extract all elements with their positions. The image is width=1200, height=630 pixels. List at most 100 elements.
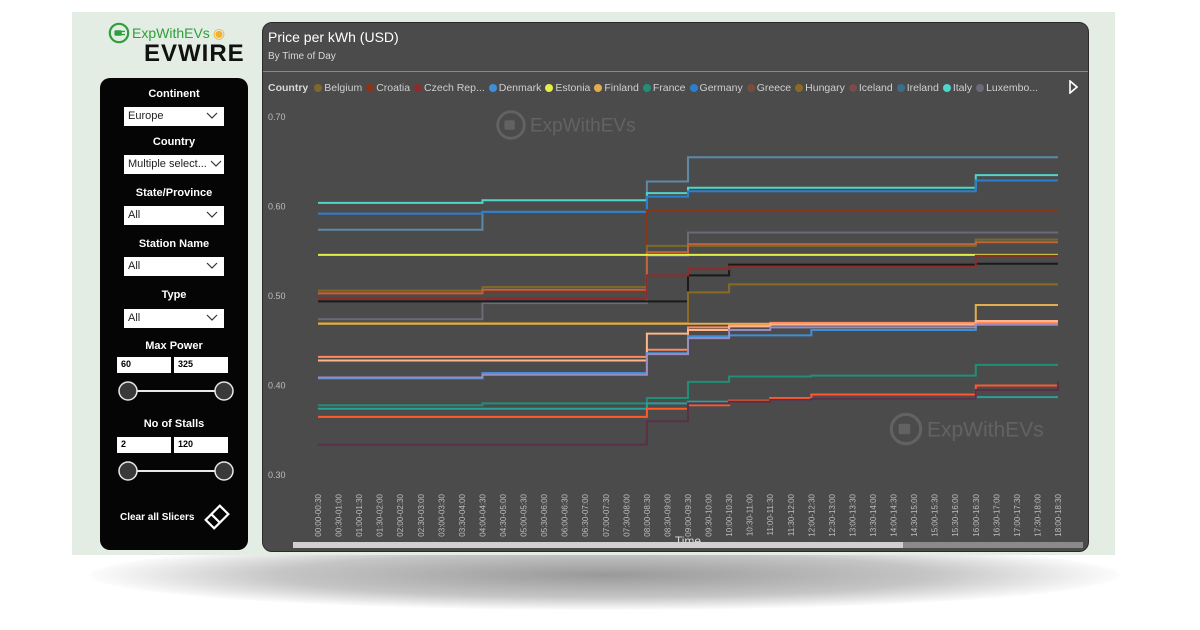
legend-swatch [689,84,698,92]
x-tick-label: 08:00-08:30 [643,493,652,536]
legend-next-icon[interactable] [1068,80,1078,94]
x-tick-label: 00:00-00:30 [314,493,323,536]
watermark-text: ExpWithEVs [530,116,636,137]
series-line[interactable] [318,381,1059,446]
legend-label: Belgium [324,82,363,94]
x-tick-label: 09:00-09:30 [684,493,693,536]
state-dropdown[interactable]: All [124,206,224,225]
continent-dropdown[interactable]: Europe [124,107,224,126]
x-tick-label: 17:30-18:00 [1033,493,1042,536]
legend-swatch [414,84,423,92]
x-tick-label: 06:00-06:30 [561,493,570,536]
station-value: All [128,260,141,272]
legend-label: Iceland [858,82,893,94]
series-line[interactable] [318,320,1058,362]
country-label: Country [152,136,196,148]
legend-title: Country [268,82,309,94]
legend-item[interactable]: Hungary [795,82,845,94]
legend-item[interactable]: Finland [594,82,639,94]
watermark: ExpWithEVs [496,110,636,140]
x-tick-label: 18:00-18:30 [1054,493,1063,536]
series-line[interactable] [318,321,1058,358]
x-tick-label: 11:30-12:00 [787,493,796,536]
series-line[interactable] [318,156,1058,231]
legend-item[interactable]: Germany [689,82,743,94]
chevron-down-icon [210,160,222,167]
eraser-icon[interactable] [202,502,232,532]
type-value: All [128,312,141,324]
x-tick-label: 02:00-02:30 [396,493,405,536]
legend-label: Croatia [376,82,411,94]
country-dropdown[interactable]: Multiple select... [124,155,224,174]
slicer-panel: Continent Europe Country Multiple select… [100,78,248,550]
x-tick-label: 03:30-04:00 [458,493,467,536]
legend-item[interactable]: France [642,82,686,94]
brand-logo: ExpWithEVs ◉ EVWIRE [108,22,248,78]
scrollbar-thumb[interactable] [293,542,903,548]
x-tick-label: 13:00-13:30 [848,493,857,536]
brand-name: ExpWithEVs [132,25,210,41]
type-dropdown[interactable]: All [124,309,224,328]
station-dropdown[interactable]: All [124,257,224,276]
x-tick-label: 01:00-01:30 [355,493,364,536]
legend-item[interactable]: Luxembo... [976,82,1038,94]
series-line[interactable] [318,241,1058,295]
chart-legend[interactable]: Country Belgium Croatia Czech Rep... Denmar… [268,81,1058,95]
country-value: Multiple select... [128,158,207,170]
stalls-label: No of Stalls [143,418,205,430]
series-line[interactable] [318,363,1058,407]
max-power-min-input[interactable]: 60 [117,357,171,373]
legend-item[interactable]: Belgium [314,82,362,94]
series-line[interactable] [318,254,1058,300]
x-tick-label: 16:30-17:00 [992,493,1001,536]
legend-label: Denmark [498,82,542,94]
x-tick-label: 15:30-16:00 [951,493,960,536]
type-label: Type [161,289,187,301]
legend-item[interactable]: Ireland [896,82,939,94]
x-tick-label: 14:00-14:30 [890,493,899,536]
watermark: ExpWithEVs [889,412,1044,446]
clear-slicers-button[interactable]: Clear all Slicers [120,512,195,523]
series-line[interactable] [318,262,1058,303]
legend-item[interactable]: Estonia [545,82,590,94]
series-line[interactable] [318,323,1058,379]
y-tick-label: 0.60 [268,202,286,212]
series-line[interactable] [318,238,1058,292]
chevron-down-icon [206,112,218,119]
series-line[interactable] [318,179,1058,215]
legend-label: Hungary [805,82,845,94]
chart-panel: Price per kWh (USD) By Time of Day Count… [262,22,1089,552]
legend-item[interactable]: Italy [942,82,972,94]
legend-label: Czech Rep... [424,82,485,94]
continent-value: Europe [128,110,164,122]
brand-product: EVWIRE [144,40,245,67]
max-power-slider[interactable] [118,379,234,403]
x-tick-label: 02:30-03:00 [417,493,426,536]
slider-handle-min [118,381,138,401]
watermark-text: ExpWithEVs [927,418,1044,441]
max-power-label: Max Power [145,340,203,352]
series-line[interactable] [318,384,1058,418]
x-tick-label: 06:30-07:00 [581,493,590,536]
stalls-min-input[interactable]: 2 [117,437,171,453]
legend-swatch [366,84,375,92]
max-power-max-input[interactable]: 325 [174,357,228,373]
x-tick-label: 12:30-13:00 [828,493,837,536]
legend-item[interactable]: Czech Rep... [414,82,485,94]
x-tick-label: 07:30-08:00 [622,493,631,536]
x-tick-label: 15:00-15:30 [931,493,940,536]
y-tick-label: 0.30 [268,470,286,480]
stalls-slider[interactable] [118,459,234,483]
line-chart: ExpWithEVs ExpWithEVs 0.70 0.60 0.50 0.40 0.30… [268,110,1083,548]
legend-label: Estonia [555,82,591,94]
x-tick-label: 03:00-03:30 [437,493,446,536]
legend-item[interactable]: Greece [746,82,791,94]
y-tick-label: 0.40 [268,381,286,391]
x-tick-label: 14:30-15:00 [910,493,919,536]
legend-item[interactable]: Denmark [488,82,542,94]
stalls-max-input[interactable]: 120 [174,437,228,453]
title-divider [263,71,1088,72]
plug-icon [108,22,130,44]
legend-item[interactable]: Iceland [848,82,893,94]
legend-item[interactable]: Croatia [366,82,410,94]
